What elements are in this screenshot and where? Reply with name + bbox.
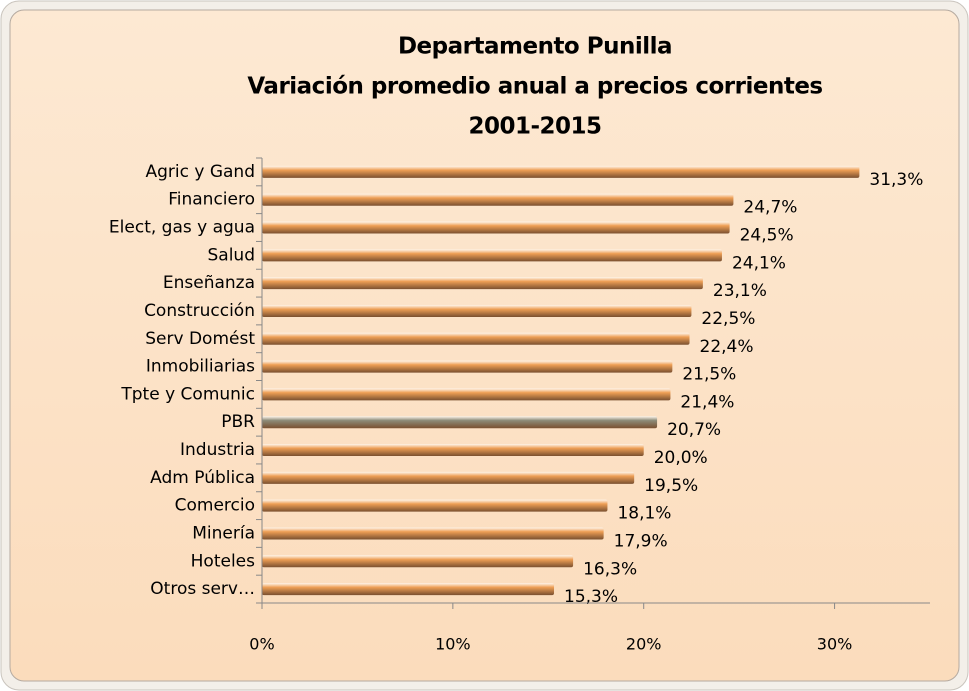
bar [262,555,574,568]
bar [262,360,673,373]
y-tick-label: Tpte y Comunic [120,384,255,404]
y-tick-label: Enseñanza [163,273,255,293]
y-tick-label: Inmobiliarias [146,357,255,377]
value-label: 23,1% [713,281,767,301]
bar [262,471,635,484]
bar [262,416,658,429]
bar [262,249,722,262]
y-tick-label: Construcción [144,301,255,321]
value-label: 20,0% [654,448,708,468]
x-tick-label: 30% [817,635,853,654]
x-tick-label: 20% [626,635,662,654]
bar [262,221,730,234]
value-label: 31,3% [869,170,923,190]
value-label: 24,5% [740,226,794,246]
chart-title: 2001-2015 [468,114,601,140]
value-label: 18,1% [617,504,671,524]
bar [262,583,555,596]
value-label: 16,3% [583,559,637,579]
value-label: 20,7% [667,420,721,440]
bar [262,444,644,457]
bar [262,527,604,540]
y-tick-label: Financiero [168,190,255,210]
chart-title: Departamento Punilla [398,34,672,60]
y-tick-label: Agric y Gand [145,162,255,182]
y-tick-label: Salud [208,245,256,265]
bar [262,388,671,401]
chart-title: Variación promedio anual a precios corri… [247,74,822,100]
value-label: 24,7% [743,198,797,218]
y-tick-label: Elect, gas y agua [109,218,255,238]
bar [262,165,860,178]
y-tick-label: Minería [192,523,255,543]
y-tick-label: Otros serv… [150,579,255,599]
bar [262,332,690,345]
value-label: 19,5% [644,476,698,496]
x-tick-label: 10% [435,635,471,654]
bar [262,499,608,512]
value-label: 22,5% [701,309,755,329]
y-tick-label: Serv Domést [145,329,255,349]
value-label: 22,4% [700,337,754,357]
value-label: 24,1% [732,253,786,273]
y-tick-label: Industria [180,440,255,460]
bar [262,304,692,317]
value-label: 21,5% [682,365,736,385]
bar [262,193,734,206]
value-label: 21,4% [680,392,734,412]
value-label: 17,9% [614,531,668,551]
y-tick-label: PBR [221,412,255,432]
y-tick-label: Adm Pública [150,468,255,488]
y-tick-label: Hoteles [191,551,255,571]
value-label: 15,3% [564,587,618,607]
x-tick-label: 0% [249,635,274,654]
y-tick-label: Comercio [175,496,255,516]
bar [262,277,703,290]
